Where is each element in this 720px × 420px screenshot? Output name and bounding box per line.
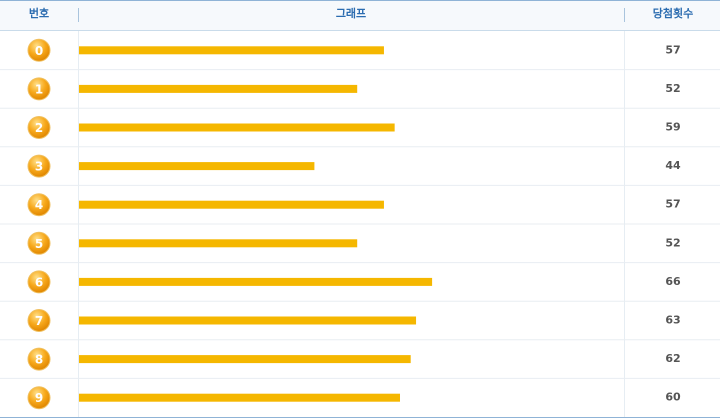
ball-number: 9 <box>35 391 43 405</box>
bar <box>79 239 358 248</box>
count-value: 59 <box>665 121 680 134</box>
bar <box>79 355 411 364</box>
header-count: 당첨횟수 <box>653 6 693 20</box>
number-ball <box>27 154 51 178</box>
count-value: 52 <box>665 236 680 249</box>
count-value: 62 <box>665 352 680 365</box>
ball-number: 7 <box>35 314 43 328</box>
bar <box>79 123 395 132</box>
bar <box>79 393 400 402</box>
number-ball <box>27 77 51 101</box>
number-ball <box>27 386 51 410</box>
ball-number: 3 <box>35 160 43 174</box>
header-graph: 그래프 <box>336 6 366 20</box>
count-value: 60 <box>665 391 681 404</box>
bar <box>79 162 315 171</box>
bar <box>79 84 358 93</box>
count-value: 52 <box>665 82 680 95</box>
ball-number: 6 <box>35 275 43 289</box>
ball-number: 8 <box>35 353 43 367</box>
count-value: 44 <box>665 159 681 172</box>
number-ball <box>27 116 51 139</box>
count-value: 66 <box>665 275 681 288</box>
number-ball <box>27 347 51 371</box>
ball-number: 2 <box>35 121 43 135</box>
ball-number: 4 <box>35 198 43 212</box>
count-value: 63 <box>665 314 680 327</box>
count-value: 57 <box>665 43 680 56</box>
header-bg <box>0 0 720 30</box>
bar <box>79 316 417 325</box>
ball-number: 0 <box>35 44 43 58</box>
bar <box>79 200 384 209</box>
ball-number: 1 <box>35 82 43 96</box>
bar <box>79 277 433 286</box>
ball-number: 5 <box>35 237 43 251</box>
number-ball <box>27 231 51 255</box>
number-ball <box>27 193 51 217</box>
count-value: 57 <box>665 198 680 211</box>
number-ball <box>27 270 51 294</box>
number-ball <box>27 309 51 332</box>
bar <box>79 46 384 55</box>
header-number: 번호 <box>29 6 49 20</box>
number-ball <box>27 38 51 62</box>
